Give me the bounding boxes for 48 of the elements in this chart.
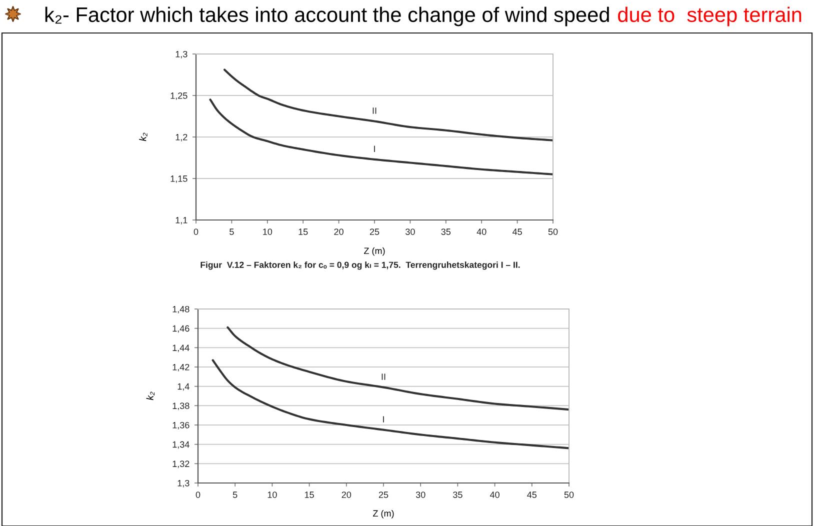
x-tick-label: 25 bbox=[378, 492, 388, 498]
y-tick-label: 1,1 bbox=[176, 217, 188, 224]
x-tick-label: 30 bbox=[406, 228, 415, 235]
x-tick-label: 45 bbox=[527, 492, 537, 498]
y-tick-label: 1,44 bbox=[172, 344, 190, 352]
y-axis-title: k₂ bbox=[146, 392, 154, 400]
y-tick-label: 1,38 bbox=[172, 402, 190, 410]
x-tick-label: 0 bbox=[194, 228, 198, 235]
y-tick-label: 1,15 bbox=[170, 176, 188, 183]
x-axis-title: Z (m) bbox=[373, 510, 394, 518]
y-tick-label: 1,42 bbox=[172, 364, 190, 372]
y-tick-label: 1,25 bbox=[170, 92, 188, 100]
y-tick-label: 1,32 bbox=[172, 460, 190, 468]
x-tick-label: 20 bbox=[334, 228, 344, 235]
y-tick-label: 1,3 bbox=[178, 480, 190, 488]
x-tick-label: 50 bbox=[548, 228, 558, 235]
text: due to steep terrain bbox=[618, 6, 802, 26]
y-tick-label: 1,3 bbox=[176, 50, 188, 58]
y-tick-label: 1,34 bbox=[172, 441, 190, 449]
x-tick-label: 40 bbox=[476, 228, 486, 235]
x-tick-label: 35 bbox=[453, 492, 462, 498]
series-label: II bbox=[372, 108, 376, 114]
x-tick-label: 5 bbox=[232, 492, 238, 498]
y-axis-title: k₂ bbox=[139, 132, 148, 142]
y-tick-label: 1,4 bbox=[178, 383, 190, 391]
x-tick-label: 45 bbox=[512, 228, 522, 235]
text: k₂- Factor which takes into account the change of wind speed bbox=[45, 6, 609, 26]
y-tick-label: 1,48 bbox=[172, 306, 190, 314]
series-label: I bbox=[383, 416, 384, 422]
x-tick-label: 15 bbox=[304, 492, 314, 498]
x-tick-label: 5 bbox=[230, 228, 234, 235]
series-label: II bbox=[382, 374, 386, 380]
series-label: I bbox=[374, 146, 375, 152]
y-tick-label: 1,46 bbox=[172, 325, 190, 333]
x-tick-label: 40 bbox=[490, 492, 500, 498]
x-tick-label: 0 bbox=[196, 492, 200, 498]
y-tick-label: 1,2 bbox=[176, 134, 188, 142]
y-tick-label: 1,36 bbox=[172, 422, 190, 430]
x-tick-label: 15 bbox=[298, 228, 308, 235]
text: Figur V.12 – Faktoren k₂ for cₒ = 0,9 og kₗ = 1,75. Terrengruhetskategori I – II. bbox=[200, 262, 520, 270]
x-tick-label: 25 bbox=[370, 228, 380, 235]
x-tick-label: 30 bbox=[416, 492, 426, 498]
x-tick-label: 35 bbox=[441, 228, 451, 235]
x-tick-label: 20 bbox=[342, 492, 352, 498]
x-tick-label: 50 bbox=[564, 492, 574, 498]
x-tick-label: 10 bbox=[268, 492, 277, 498]
x-tick-label: 10 bbox=[263, 228, 272, 235]
x-axis-title: Z (m) bbox=[364, 247, 385, 256]
